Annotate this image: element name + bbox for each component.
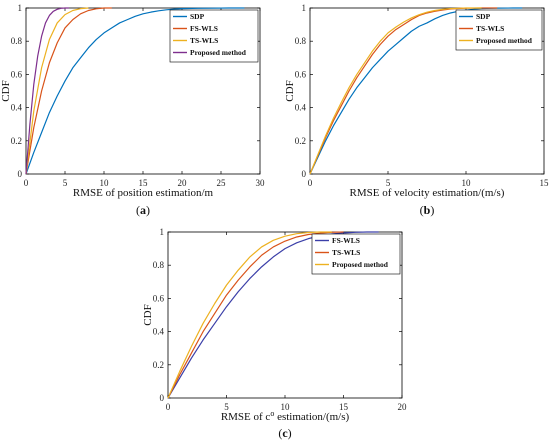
y-tick-label: 1 [160,227,165,237]
y-tick-label: 0.2 [11,136,22,146]
y-tick-label: 1 [302,3,307,13]
y-tick-label: 0 [302,169,307,179]
x-tick-label: 15 [540,178,550,188]
x-tick-label: 5 [224,402,229,412]
x-tick-label: 5 [386,178,391,188]
y-axis-label: CDF [142,304,154,325]
x-tick-label: 5 [63,178,68,188]
legend-label: SDP [190,12,205,21]
x-axis-label: RMSE of velocity estimation/(m/s) [350,187,505,199]
legend-label: TS-WLS [190,36,218,45]
x-tick-label: 15 [339,402,349,412]
chart-position: 0 5 10 15 20 25 30 0 0.2 0.4 0.6 0.8 1 SDP FS-WLS TS-WL… [0,3,265,217]
legend-box [169,9,259,63]
y-tick-label: 0.4 [11,103,23,113]
subfigure-caption: (c) [278,426,291,440]
chart-velocity: 0 5 10 15 0 0.2 0.4 0.6 0.8 1 SDP TS-WLS Proposed me… [284,3,549,217]
series-line-sdp [309,7,523,175]
y-tick-label: 0.6 [11,69,23,79]
chart-clock-drift: 0 5 10 15 20 0 0.2 0.4 0.6 0.8 1 FS-WLS TS-WLS Propos… [142,227,407,440]
y-tick-label: 0.6 [153,293,165,303]
x-tick-label: 30 [256,178,266,188]
x-axis-label: RMSE of co estimation/(m/s) [221,409,350,423]
x-axis-label: RMSE of position estimation/m [73,187,214,199]
x-tick-label: 0 [308,178,313,188]
series-line-fs-wls [167,231,379,399]
y-tick-label: 0.2 [153,360,164,370]
legend-label: Proposed method [332,260,389,269]
y-tick-label: 0.4 [153,327,165,337]
x-tick-label: 0 [166,402,171,412]
subfigure-caption: (b) [420,203,435,217]
y-tick-label: 0.8 [295,36,307,46]
series-line-proposed-method [25,7,69,175]
y-tick-label: 0.6 [295,69,307,79]
y-axis-label: CDF [0,80,12,101]
y-tick-label: 0.4 [295,103,307,113]
x-tick-label: 15 [139,178,149,188]
legend-label: Proposed method [190,48,247,57]
x-tick-label: 25 [217,178,227,188]
x-tick-label: 20 [398,402,408,412]
y-tick-label: 0.8 [11,36,23,46]
series-line-sdp [25,7,245,175]
y-tick-label: 0 [18,169,23,179]
x-tick-label: 10 [100,178,110,188]
series-line-proposed-method [167,231,332,399]
legend-label: Proposed method [476,36,533,45]
x-tick-label: 10 [281,402,291,412]
series-line-proposed-method [309,7,482,175]
legend-label: TS-WLS [476,24,504,33]
x-tick-label: 10 [462,178,472,188]
y-axis-label: CDF [284,80,296,101]
series-line-fs-wls [25,7,112,175]
y-tick-label: 0.2 [295,136,306,146]
legend-label: FS-WLS [332,236,360,245]
legend-label: SDP [476,12,491,21]
y-tick-label: 0 [160,393,165,403]
y-tick-label: 1 [18,3,23,13]
x-tick-label: 20 [178,178,188,188]
legend-label: TS-WLS [332,248,360,257]
legend-label: FS-WLS [190,24,218,33]
series-line-ts-wls [25,7,89,175]
x-tick-label: 0 [24,178,29,188]
subfigure-caption: (a) [136,203,150,217]
y-tick-label: 0.8 [153,260,165,270]
